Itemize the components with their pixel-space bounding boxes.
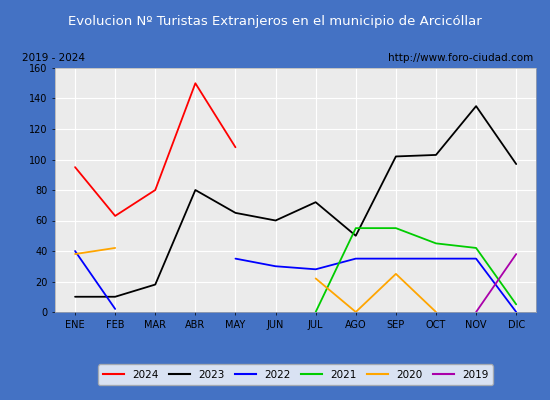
Text: http://www.foro-ciudad.com: http://www.foro-ciudad.com xyxy=(388,53,534,63)
Text: Evolucion Nº Turistas Extranjeros en el municipio de Arcicóllar: Evolucion Nº Turistas Extranjeros en el … xyxy=(68,14,482,28)
Legend: 2024, 2023, 2022, 2021, 2020, 2019: 2024, 2023, 2022, 2021, 2020, 2019 xyxy=(98,364,493,385)
Text: 2019 - 2024: 2019 - 2024 xyxy=(22,53,85,63)
